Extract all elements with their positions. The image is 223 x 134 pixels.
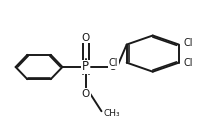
Text: Cl: Cl [184,58,193,68]
Text: CH₃: CH₃ [104,109,120,118]
Text: O: O [82,33,90,42]
Text: O: O [109,62,117,72]
Text: Cl: Cl [184,38,193,48]
Text: Cl: Cl [109,58,118,68]
Text: O: O [82,89,90,99]
Text: P: P [82,60,89,74]
